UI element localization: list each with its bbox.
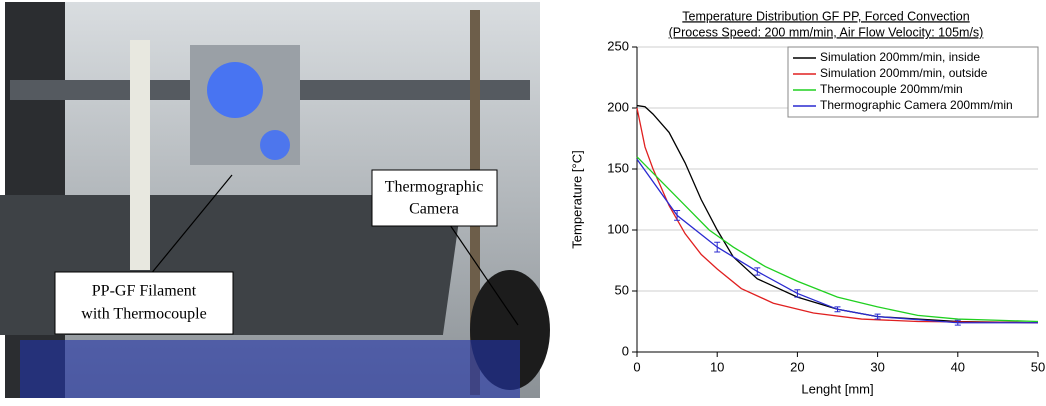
legend-label: Simulation 200mm/min, inside [820,50,980,64]
error-bar [754,268,760,275]
series-line [637,157,1038,322]
chart-title: (Process Speed: 200 mm/min, Air Flow Vel… [669,25,984,39]
photo-base [20,340,520,398]
y-tick-label: 250 [607,38,629,53]
series-line [637,159,1038,322]
figure: PP-GF Filament with Thermocouple Thermog… [0,0,1046,401]
photo-light [260,130,290,160]
x-tick-label: 30 [870,359,884,374]
photo-light [207,62,263,118]
series-line [637,106,1038,323]
y-tick-label: 50 [615,282,629,297]
x-tick-label: 50 [1031,359,1045,374]
callout-text: Camera [409,201,459,218]
callout-text: PP-GF Filament [92,283,197,300]
photo-ruler [130,40,150,270]
x-tick-label: 10 [710,359,724,374]
y-tick-label: 200 [607,99,629,114]
y-tick-label: 0 [622,343,629,358]
y-axis-label: Temperature [°C] [569,150,584,248]
callout-text: Thermographic [385,179,484,196]
legend-label: Thermographic Camera 200mm/min [820,98,1013,112]
legend-label: Simulation 200mm/min, outside [820,66,988,80]
y-tick-label: 150 [607,160,629,175]
x-tick-label: 20 [790,359,804,374]
page: PP-GF Filament with Thermocouple Thermog… [0,0,1046,401]
error-bar [714,242,720,252]
y-tick-label: 100 [607,221,629,236]
x-tick-label: 40 [951,359,965,374]
callout-text: with Thermocouple [81,306,206,323]
x-axis-label: Lenght [mm] [801,381,873,396]
chart: Temperature Distribution GF PP, Forced C… [569,9,1045,396]
callout-box [55,272,233,334]
chart-title: Temperature Distribution GF PP, Forced C… [682,9,969,23]
legend-label: Thermocouple 200mm/min [820,82,963,96]
photo: PP-GF Filament with Thermocouple Thermog… [0,2,550,398]
x-tick-label: 0 [633,359,640,374]
